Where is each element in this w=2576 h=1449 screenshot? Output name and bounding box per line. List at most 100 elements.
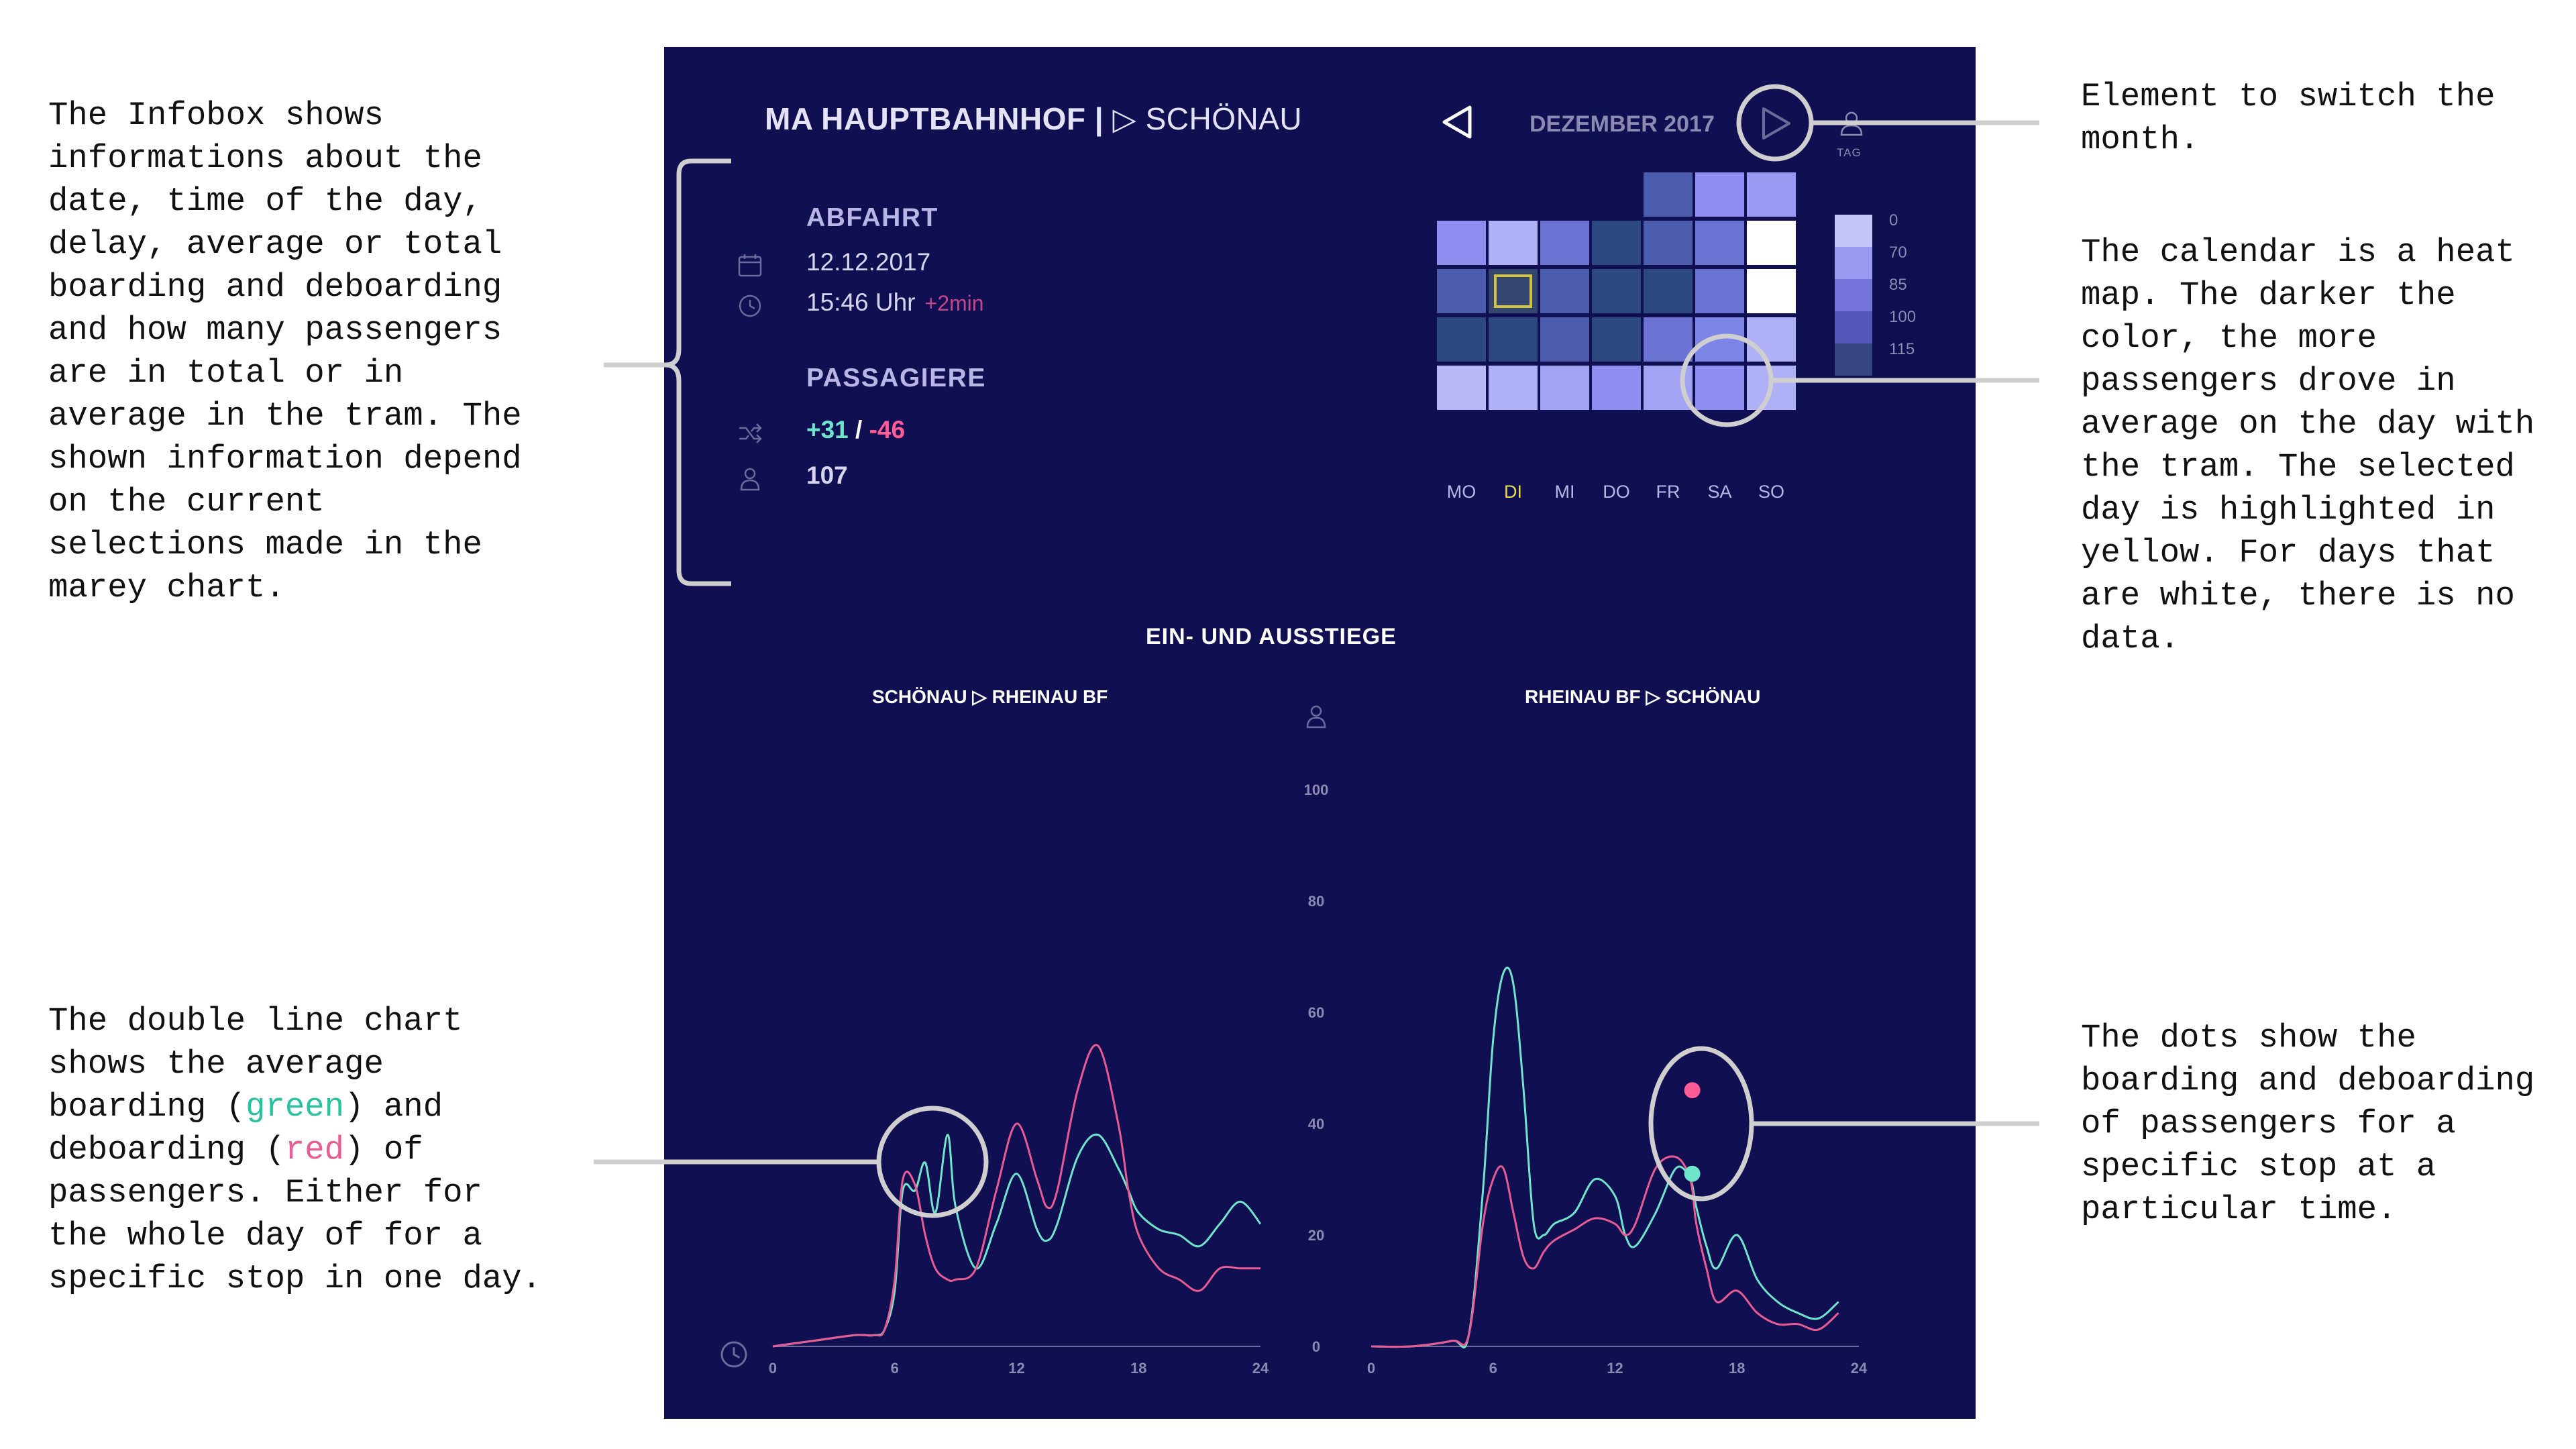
- y-tick-label: 20: [1307, 1227, 1325, 1244]
- departure-time-row: 15:46 Uhr +2min: [806, 288, 984, 317]
- annotation-line-chart-part2: ) and deboarding (: [48, 1088, 443, 1169]
- legend-value-4: 115: [1889, 340, 1915, 358]
- y-tick-label: 60: [1307, 1004, 1325, 1021]
- calendar-day-cell[interactable]: [1746, 316, 1797, 363]
- legend-swatch-2: [1835, 279, 1872, 311]
- right-line-chart: [1371, 966, 1859, 1349]
- calendar-day-cell[interactable]: [1539, 219, 1591, 266]
- charts-title: EIN- UND AUSSTIEGE: [1146, 624, 1397, 649]
- calendar-day-cell[interactable]: [1591, 316, 1642, 363]
- clock-icon: [720, 1341, 747, 1368]
- weekday-do: DO: [1603, 482, 1630, 502]
- calendar-day-cell[interactable]: [1591, 219, 1642, 266]
- legend-swatch-0: [1835, 215, 1872, 247]
- boarding-separator: /: [855, 416, 863, 443]
- y-tick-label: 100: [1303, 782, 1329, 798]
- prev-month-button[interactable]: [1436, 101, 1479, 144]
- calendar-day-cell[interactable]: [1694, 171, 1746, 218]
- calendar-day-cell[interactable]: [1642, 364, 1694, 411]
- calendar-day-cell[interactable]: [1694, 364, 1746, 411]
- calendar-day-cell[interactable]: [1539, 316, 1591, 363]
- departure-date: 12.12.2017: [806, 248, 931, 276]
- calendar-day-cell[interactable]: [1642, 268, 1694, 315]
- calendar-day-cell[interactable]: [1642, 171, 1694, 218]
- calendar-day-cell[interactable]: [1436, 219, 1487, 266]
- annotation-dots: The dots show the boarding and deboardin…: [2081, 1019, 2535, 1228]
- right-chart-title: RHEINAU BF ▷ SCHÖNAU: [1525, 686, 1761, 707]
- series-line: [1371, 966, 1839, 1349]
- calendar-day-cell[interactable]: [1694, 316, 1746, 363]
- x-tick-label: 18: [1729, 1360, 1746, 1377]
- annotation-red-word: red: [284, 1131, 345, 1169]
- calendar-day-cell[interactable]: [1487, 364, 1539, 411]
- x-tick-label: 0: [768, 1360, 777, 1377]
- weekday-sa: SA: [1707, 482, 1732, 502]
- calendar-day-cell[interactable]: [1642, 219, 1694, 266]
- y-tick-label: 40: [1307, 1116, 1325, 1132]
- triangle-right-icon: [1762, 107, 1790, 140]
- boarding-count: +31: [806, 416, 849, 443]
- calendar-day-cell[interactable]: [1642, 316, 1694, 363]
- person-icon: [1840, 111, 1863, 136]
- stop-dot[interactable]: [1684, 1082, 1701, 1099]
- calendar-day-cell[interactable]: [1746, 268, 1797, 315]
- route-origin: MA HAUPTBAHNHOF |: [765, 101, 1104, 136]
- legend-value-1: 70: [1889, 244, 1907, 262]
- annotation-line-chart-part3: ) of passengers. Either for the whole da…: [48, 1131, 542, 1297]
- stop-dot[interactable]: [1684, 1165, 1701, 1182]
- weekday-fr: FR: [1656, 482, 1680, 502]
- annotation-green-word: green: [246, 1088, 345, 1126]
- weekday-mi: MI: [1554, 482, 1575, 502]
- passenger-total: 107: [806, 462, 848, 489]
- calendar-day-cell[interactable]: [1436, 268, 1487, 315]
- calendar-day-cell[interactable]: [1487, 219, 1539, 266]
- legend-value-2: 85: [1889, 276, 1907, 294]
- legend-value-0: 0: [1889, 211, 1898, 229]
- calendar-icon: [738, 254, 762, 277]
- calendar-day-cell[interactable]: [1539, 364, 1591, 411]
- calendar-day-cell[interactable]: [1694, 219, 1746, 266]
- deboarding-count: -46: [869, 416, 906, 443]
- calendar-day-cell[interactable]: [1746, 171, 1797, 218]
- triangle-left-icon: [1442, 105, 1472, 139]
- calendar-day-cell[interactable]: [1436, 316, 1487, 363]
- calendar-day-cell[interactable]: [1539, 268, 1591, 315]
- calendar-day-cell[interactable]: [1436, 364, 1487, 411]
- legend-swatch-1: [1835, 247, 1872, 279]
- calendar-day-cell[interactable]: [1591, 364, 1642, 411]
- annotation-month-switch: Element to switch the month.: [2081, 78, 2496, 158]
- x-tick-label: 6: [1489, 1360, 1497, 1377]
- x-tick-label: 24: [1850, 1360, 1868, 1377]
- shuffle-icon: [739, 423, 762, 443]
- annotation-calendar: The calendar is a heat map. The darker t…: [2081, 233, 2535, 657]
- series-line: [1371, 1155, 1839, 1348]
- calendar-day-cell[interactable]: [1487, 316, 1539, 363]
- calendar-day-cell[interactable]: [1591, 268, 1642, 315]
- left-line-chart: [772, 1044, 1262, 1348]
- person-icon: [1306, 705, 1326, 729]
- legend-title: TAG: [1837, 146, 1862, 159]
- legend-swatch-3: [1835, 311, 1872, 343]
- weekday-so: SO: [1758, 482, 1784, 502]
- calendar-day-cell[interactable]: [1746, 219, 1797, 266]
- weekday-mo: MO: [1446, 482, 1477, 502]
- month-label: DEZEMBER 2017: [1529, 111, 1715, 137]
- legend-swatch-4: [1835, 343, 1872, 376]
- weekday-di: DI: [1504, 482, 1522, 502]
- calendar-day-cell[interactable]: [1487, 268, 1539, 315]
- app-panel: MA HAUPTBAHNHOF | ▷ SCHÖNAU DEZEMBER 201…: [664, 47, 1976, 1419]
- route-destination: SCHÖNAU: [1145, 101, 1303, 136]
- x-tick-label: 12: [1008, 1360, 1025, 1377]
- left-chart-title: SCHÖNAU ▷ RHEINAU BF: [872, 686, 1108, 707]
- next-month-button[interactable]: [1751, 98, 1802, 149]
- calendar-day-cell[interactable]: [1746, 364, 1797, 411]
- boarding-row: +31 / -46: [806, 416, 905, 444]
- calendar-day-cell[interactable]: [1694, 268, 1746, 315]
- passengers-heading: PASSAGIERE: [806, 364, 986, 392]
- x-tick-label: 0: [1366, 1360, 1376, 1377]
- series-line: [772, 1133, 1262, 1348]
- annotation-line-chart: The double line chart shows the average …: [48, 1000, 541, 1300]
- delay-badge: +2min: [924, 291, 984, 315]
- x-tick-label: 18: [1130, 1360, 1147, 1377]
- legend-value-3: 100: [1889, 308, 1917, 326]
